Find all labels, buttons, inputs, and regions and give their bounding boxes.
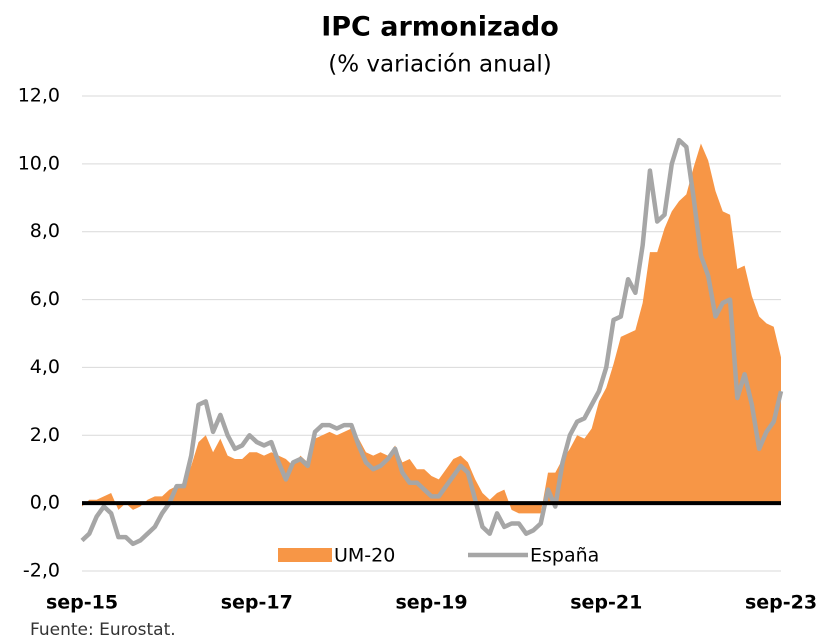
x-tick-label: sep-17 <box>221 592 293 614</box>
y-tick-label: -2,0 <box>23 560 60 582</box>
y-tick-label: 2,0 <box>30 424 60 446</box>
legend-label: España <box>530 545 599 567</box>
y-tick-label: 4,0 <box>30 356 60 378</box>
y-tick-label: 12,0 <box>18 85 60 107</box>
y-tick-label: 0,0 <box>30 492 60 514</box>
y-tick-label: 10,0 <box>18 152 60 174</box>
x-tick-label: sep-19 <box>395 592 467 614</box>
legend-label: UM-20 <box>334 545 395 567</box>
chart-title: IPC armonizado <box>321 12 559 43</box>
area <box>82 143 781 514</box>
legend-swatch <box>278 548 332 562</box>
y-tick-label: 8,0 <box>30 220 60 242</box>
source: Fuente: Eurostat. <box>30 620 176 639</box>
y-tick-label: 6,0 <box>30 288 60 310</box>
line <box>80 137 784 547</box>
x-tick-label: sep-23 <box>745 592 817 614</box>
x-tick-label: sep-15 <box>46 592 118 614</box>
x-tick-label: sep-21 <box>570 592 642 614</box>
chart-subtitle: (% variación anual) <box>328 52 552 78</box>
